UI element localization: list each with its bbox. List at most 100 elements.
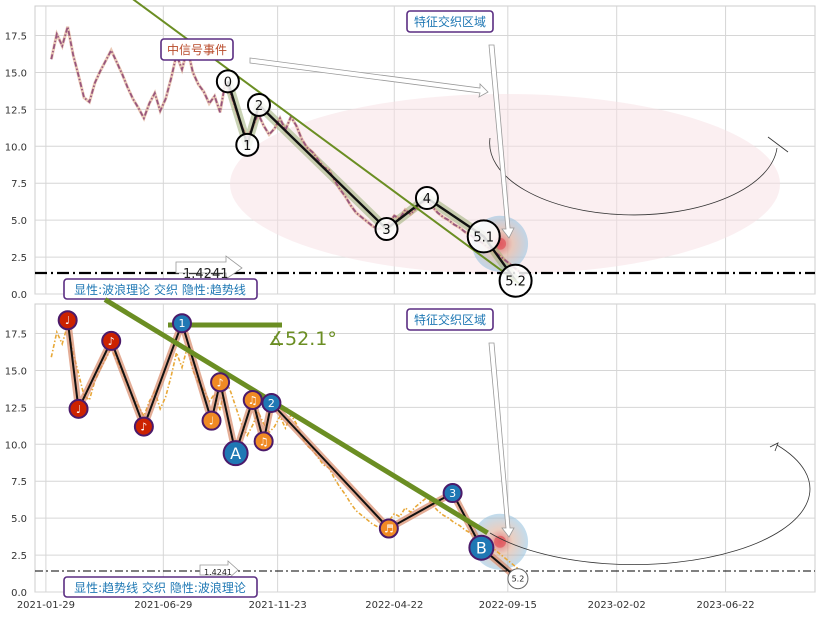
swing-point-label: 2 <box>268 397 275 410</box>
x-tick-label: 2023-02-02 <box>588 600 646 611</box>
y-tick-label: 2.5 <box>11 253 27 264</box>
swing-point-label: B <box>476 539 487 558</box>
wave-point-markers: 0 1 2 3 4 5.1 5.2 <box>215 69 533 298</box>
x-tick-label: 2023-06-22 <box>697 600 755 611</box>
swing-point-marker <box>201 410 222 431</box>
wave-point-label: 5.2 <box>505 275 526 290</box>
swing-point-marker <box>68 398 89 419</box>
swing-point-marker <box>253 431 274 452</box>
swing-point-label: ♪ <box>217 376 224 389</box>
bottom-plot-area <box>34 303 816 593</box>
support-arrow-icon <box>175 255 243 280</box>
wave-point-circle <box>235 132 260 157</box>
wave-point-circle <box>374 217 399 242</box>
wave-point-label: 0 <box>224 75 232 90</box>
y-tick-label: 7.5 <box>11 179 27 190</box>
swing-point-label: ♩ <box>209 415 214 428</box>
bottom-y-tick-labels: 0.0 2.5 5.0 7.5 10.0 12.5 15.0 17.5 <box>5 330 27 599</box>
x-tick-label: 2021-06-29 <box>134 600 192 611</box>
x-tick-labels: 2021-01-29 2021-06-29 2021-11-23 2022-04-22… <box>17 600 755 611</box>
y-tick-label: 7.5 <box>11 477 27 488</box>
top-footer-box <box>63 278 258 300</box>
swing-point-marker <box>442 483 463 504</box>
y-tick-label: 15.0 <box>5 68 27 79</box>
swing-point-label: ♩ <box>65 314 70 327</box>
y-tick-label: 10.0 <box>5 440 27 451</box>
bottom-footer-label: 显性:趋势线 交织 隐性:波浪理论 <box>74 580 246 595</box>
swing-point-marker <box>378 518 399 539</box>
projection-tick <box>767 136 789 153</box>
swing-point-label: ♩ <box>76 403 81 416</box>
swing-point-label: 1 <box>178 317 185 330</box>
top-footer-label: 显性:波浪理论 交织 隐性:趋势线 <box>74 282 246 297</box>
signal-event-box <box>160 38 234 61</box>
y-tick-label: 17.5 <box>5 330 27 341</box>
wave-point-label: 5.1 <box>473 230 494 245</box>
wave-point-circle <box>215 69 240 94</box>
bottom-footer-box <box>63 576 258 598</box>
swing-point-label: 3 <box>449 487 456 500</box>
y-tick-label: 12.5 <box>5 105 27 116</box>
x-tick-label: 2022-04-22 <box>365 600 423 611</box>
swing-point-marker <box>101 330 122 351</box>
y-tick-label: 12.5 <box>5 403 27 414</box>
wave-point-label: 4 <box>423 192 431 207</box>
price-overlay-line <box>49 26 526 278</box>
swing-point-markers: ♩ ♩ ♪ ♪ 1 ♩ ♪ A ♫ ♫ 2 ♬ 3 B 5.2 <box>57 310 529 590</box>
wave-point-circle <box>498 263 533 298</box>
feature-zone-box <box>406 10 494 33</box>
trend-angle-label: ∡52.1° <box>268 328 337 350</box>
x-tick-label: 2022-09-15 <box>479 600 537 611</box>
bottom-projection-arc <box>489 444 811 565</box>
wave-point-circle <box>246 92 271 117</box>
x-tick-label: 2021-11-23 <box>249 600 307 611</box>
swing-point-label: 5.2 <box>512 575 525 584</box>
swing-point-marker <box>242 390 263 410</box>
bottom-panel: 0.02.55.07.510.012.515.017.5 2021-01-29 2… <box>5 297 816 611</box>
bottom-support-level-label: 1.4241 <box>204 568 232 577</box>
swing-point-label: A <box>230 444 241 463</box>
top-panel: 0.0 2.5 5.0 7.5 10.0 12.5 15.0 17.5 0 1 2 3 4 5.1 5.2… <box>5 0 816 301</box>
wave-point-circle <box>466 219 501 254</box>
bottom-gridlines <box>35 304 815 593</box>
wave-point-label: 2 <box>255 99 263 114</box>
hotspot-core <box>494 535 507 548</box>
swing-point-marker <box>210 372 231 393</box>
y-tick-label: 5.0 <box>11 514 27 525</box>
y-tick-label: 15.0 <box>5 366 27 377</box>
swing-point-label: ♪ <box>140 421 147 434</box>
bottom-feature-zone-label: 特征交织区域 <box>414 312 486 327</box>
wave-point-label: 3 <box>382 223 390 238</box>
swing-point-marker <box>133 416 154 437</box>
swing-point-marker <box>171 313 192 334</box>
swing-point-marker <box>468 534 495 561</box>
swing-point-label: ♫ <box>259 435 269 448</box>
annotation-arrow-down-icon <box>488 44 515 239</box>
bottom-trend-line <box>103 297 489 536</box>
y-tick-label: 0.0 <box>11 588 27 599</box>
swing-point-marker <box>222 440 249 467</box>
swing-point-marker <box>261 392 282 413</box>
x-tick-label: 2021-01-29 <box>17 600 75 611</box>
projection-arrowhead-icon <box>769 442 779 452</box>
y-tick-label: 10.0 <box>5 142 27 153</box>
y-tick-label: 0.0 <box>11 290 27 301</box>
bottom-support-arrow-icon <box>199 560 239 580</box>
y-tick-label: 17.5 <box>5 32 27 43</box>
swing-point-label: ♪ <box>108 335 115 348</box>
bottom-feature-zone-box <box>406 308 494 331</box>
swing-point-label: ♬ <box>384 522 394 535</box>
wave-point-circle <box>414 186 439 210</box>
swing-point-label: ♫ <box>248 394 258 407</box>
signal-event-label: 中信号事件 <box>167 42 227 57</box>
top-y-tick-labels: 0.0 2.5 5.0 7.5 10.0 12.5 15.0 17.5 <box>5 32 27 301</box>
swing-point-marker <box>57 310 78 331</box>
y-tick-label: 5.0 <box>11 216 27 227</box>
wave-point-label: 1 <box>243 139 251 154</box>
feature-zone-label: 特征交织区域 <box>414 14 486 29</box>
bottom-annotation-arrow-down-icon <box>488 342 515 538</box>
annotation-arrow-icon <box>249 57 489 98</box>
swing-point-marker <box>507 568 529 590</box>
y-tick-label: 2.5 <box>11 551 27 562</box>
